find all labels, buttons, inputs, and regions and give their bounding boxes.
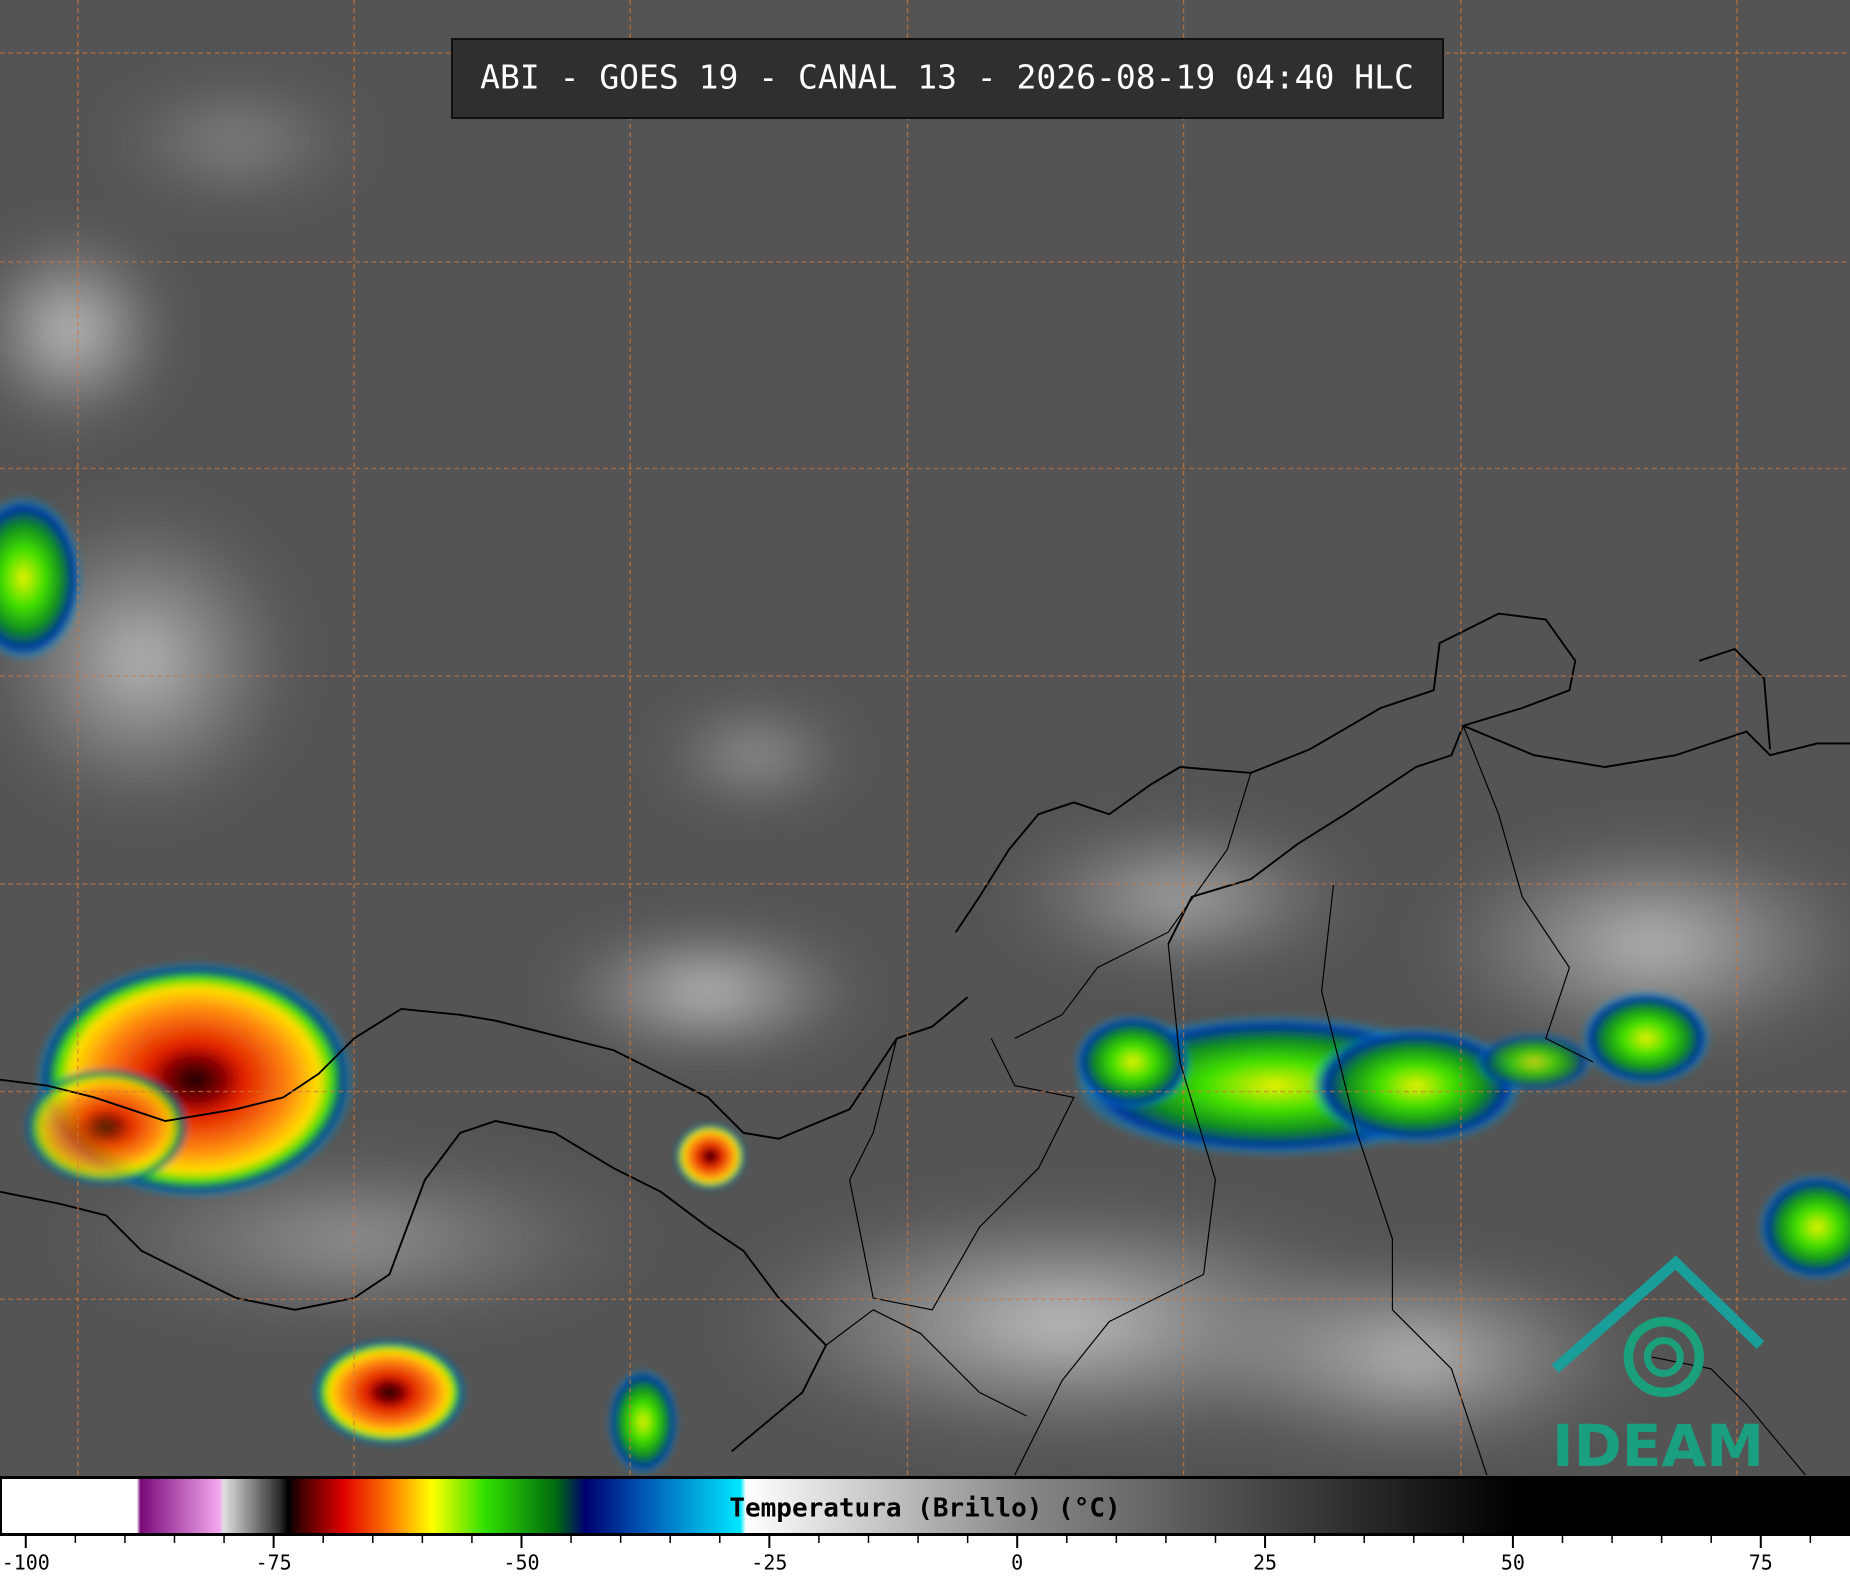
tick-label: -50 — [503, 1551, 539, 1575]
logo-text: IDEAM — [1552, 1412, 1764, 1480]
tick-strip — [0, 1536, 1850, 1577]
tick-label: 25 — [1253, 1551, 1277, 1575]
graticule — [0, 0, 1850, 1476]
map — [0, 0, 1850, 1476]
tick-label: 0 — [1011, 1551, 1023, 1575]
tick-label: -100 — [2, 1551, 50, 1575]
colorbar-ticks: -100 -75 -50 -25 0 25 50 75 — [2, 1536, 1812, 1575]
tick-label: 75 — [1749, 1551, 1773, 1575]
logo-mark — [1551, 1255, 1765, 1398]
title: ABI - GOES 19 - CANAL 13 - 2026-08-19 04… — [480, 58, 1414, 97]
tick-label: 50 — [1501, 1551, 1525, 1575]
tick-label: -25 — [751, 1551, 787, 1575]
coastlines — [0, 612, 1850, 1476]
tick-label: -75 — [256, 1551, 292, 1575]
colorbar — [2, 1479, 1848, 1533]
title-box — [451, 38, 1444, 119]
colorbar-label: Temperatura (Brillo) (°C) — [729, 1494, 1120, 1524]
